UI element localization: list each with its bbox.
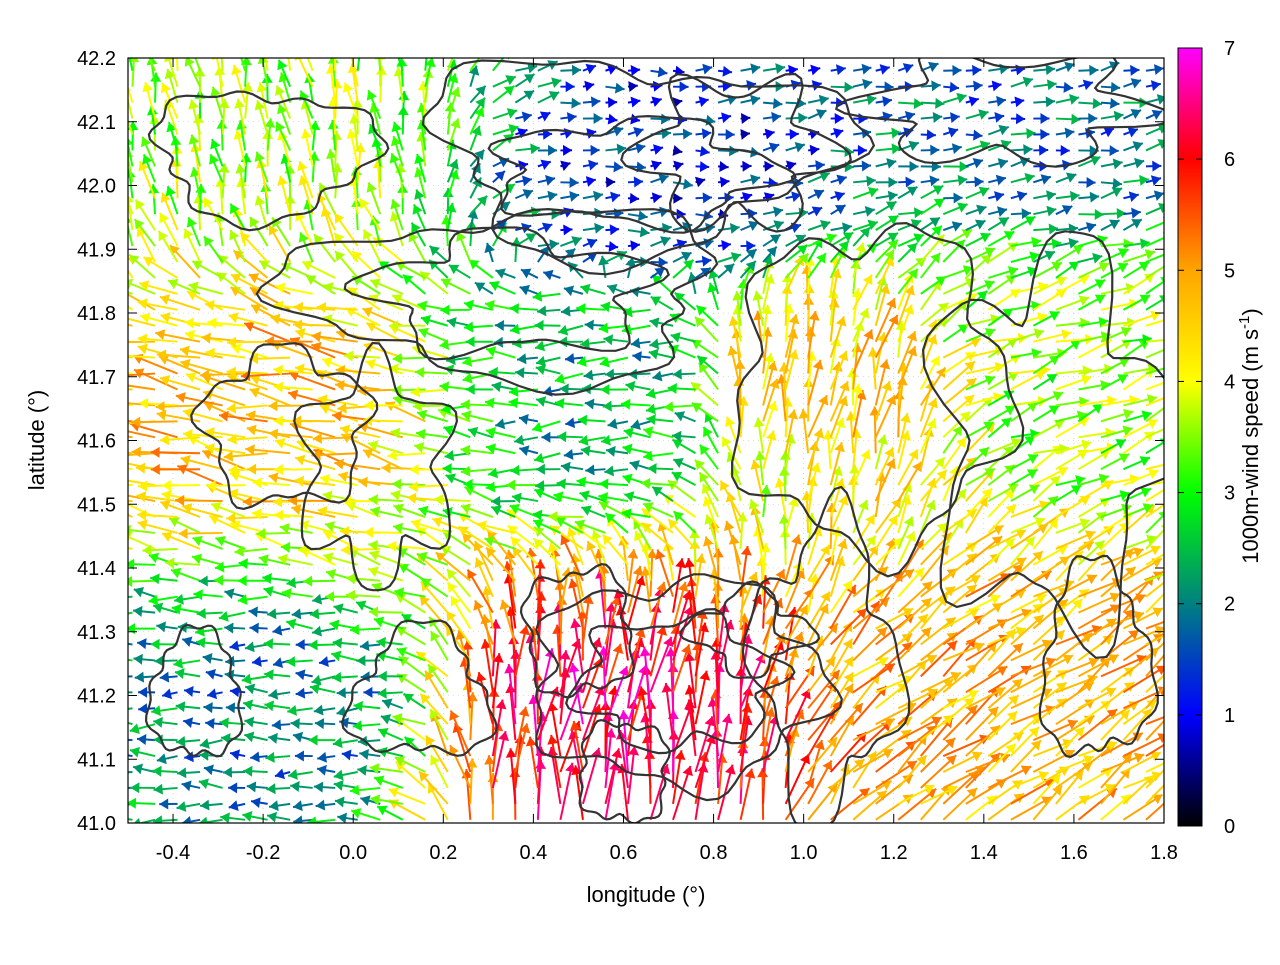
wind-arrow-shaft <box>95 483 133 485</box>
wind-arrow-head <box>117 288 128 298</box>
wind-arrow-head <box>99 280 109 290</box>
wind-arrow <box>93 538 133 549</box>
wind-arrow-head <box>1164 584 1174 594</box>
wind-arrow-shaft <box>114 739 133 740</box>
wind-arrow-head <box>1167 343 1177 353</box>
wind-arrow <box>93 336 133 347</box>
wind-arrow-head <box>1164 260 1175 269</box>
wind-arrow-head <box>93 336 102 347</box>
wind-arrow-shaft <box>110 772 132 773</box>
wind-arrow-head <box>115 749 125 760</box>
wind-arrow-head <box>91 346 101 357</box>
wind-arrow-head <box>113 800 123 811</box>
wind-arrow-head <box>1168 706 1178 716</box>
wind-arrow-head <box>100 516 110 526</box>
wind-arrow-head <box>121 525 131 536</box>
wind-arrow-head <box>114 734 123 745</box>
wind-arrow-head <box>95 394 105 405</box>
wind-arrow-head <box>1165 773 1175 783</box>
wind-arrow-head <box>94 460 104 471</box>
wind-arrow-head <box>1164 249 1174 259</box>
wind-arrow <box>84 413 133 424</box>
wind-arrow-head <box>114 457 124 468</box>
wind-arrow-head <box>1166 674 1176 684</box>
wind-arrow-shaft <box>93 542 133 549</box>
wind-arrow-head <box>105 653 115 664</box>
wind-arrow-head <box>115 475 125 486</box>
wind-arrow-head <box>107 592 116 603</box>
wind-arrow-shaft <box>94 464 132 469</box>
wind-arrow-head <box>113 782 122 793</box>
wind-arrow-head <box>102 288 113 298</box>
wind-arrow-head <box>84 413 93 424</box>
wind-arrow-head <box>1167 641 1177 651</box>
wind-arrow <box>95 478 133 489</box>
wind-arrow-shaft <box>84 418 133 421</box>
wind-arrow-head <box>110 397 119 408</box>
wind-arrow-head <box>115 312 125 323</box>
wind-arrow-shaft <box>95 398 133 405</box>
wind-arrow <box>94 460 132 471</box>
wind-arrow-head <box>1168 421 1178 431</box>
wind-arrow-head <box>106 611 116 622</box>
wind-arrow-shaft <box>91 350 132 358</box>
wind-arrow-head <box>93 538 103 549</box>
wind-arrow-head <box>1167 362 1177 373</box>
wind-arrow-head <box>109 715 119 726</box>
wind-arrow-head <box>114 671 123 682</box>
wind-arrow-shaft <box>111 342 155 343</box>
wind-arrow-head <box>1165 759 1175 769</box>
wind-arrow-head <box>116 350 125 361</box>
wind-arrow <box>95 394 133 405</box>
wind-arrow-head <box>111 337 120 348</box>
wind-arrow-head <box>113 418 122 429</box>
wind-arrow <box>91 346 132 357</box>
wind-arrow-head <box>1166 664 1176 674</box>
wind-arrow-head <box>95 478 104 489</box>
wind-arrow-head <box>1168 629 1178 639</box>
